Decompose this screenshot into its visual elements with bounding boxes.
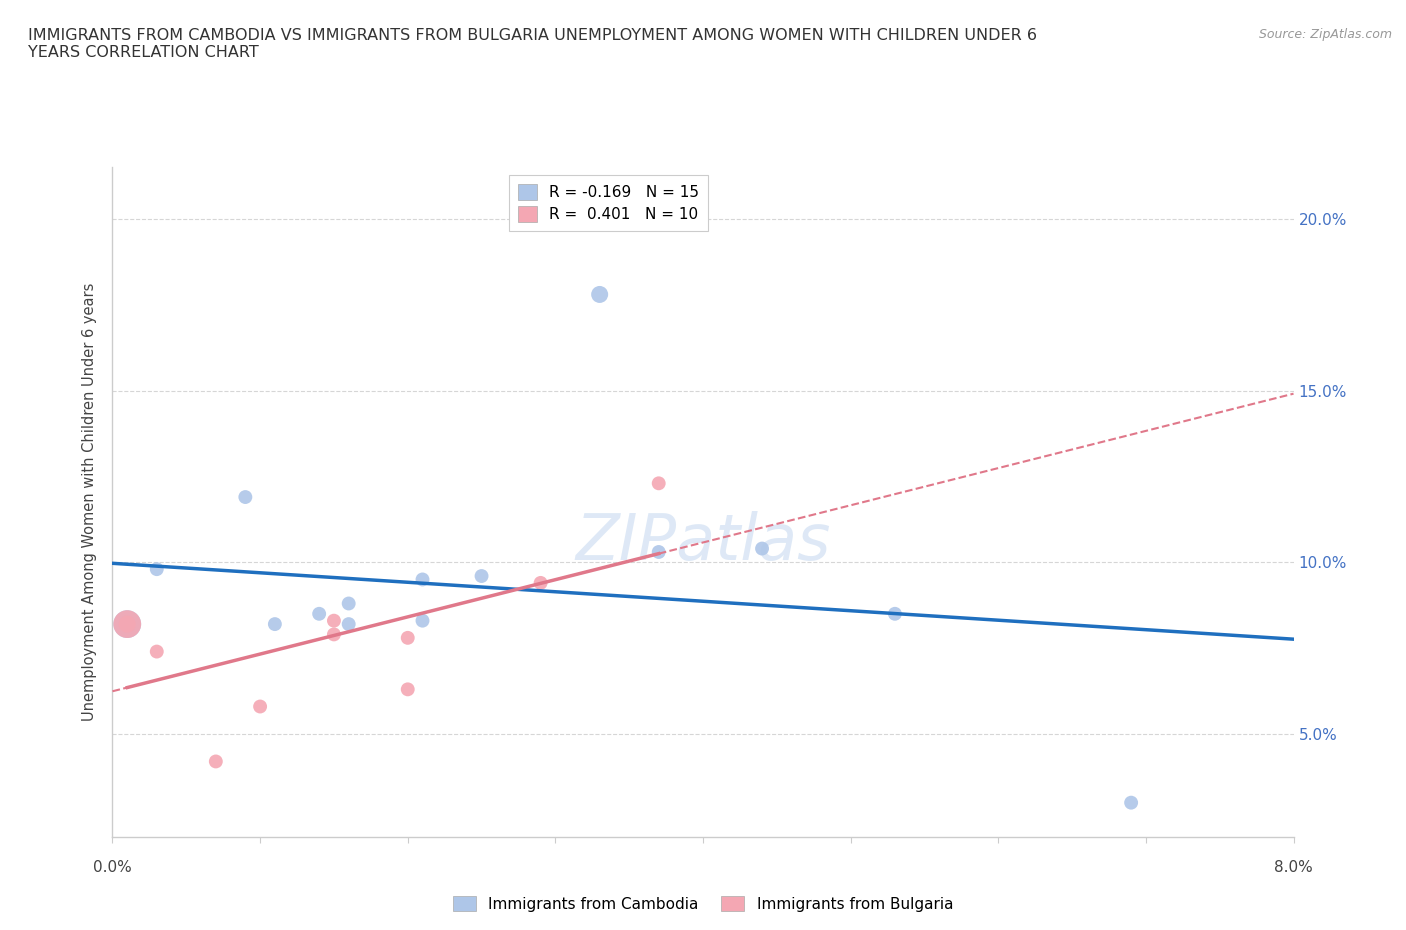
Point [337, 617, 360, 631]
Point [205, 754, 228, 769]
Text: 8.0%: 8.0% [1274, 860, 1313, 875]
Point [233, 489, 256, 504]
Y-axis label: Unemployment Among Women with Children Under 6 years: Unemployment Among Women with Children U… [82, 283, 97, 722]
Point [647, 545, 671, 560]
Point [117, 617, 138, 631]
Point [884, 606, 907, 621]
Point [751, 541, 773, 556]
Point [647, 476, 671, 491]
Point [249, 699, 271, 714]
Point [396, 631, 419, 645]
Text: ZIPatlas: ZIPatlas [575, 512, 831, 574]
Point [308, 606, 330, 621]
Point [412, 572, 434, 587]
Point [337, 596, 360, 611]
Legend: R = -0.169   N = 15, R =  0.401   N = 10: R = -0.169 N = 15, R = 0.401 N = 10 [509, 175, 709, 232]
Text: Source: ZipAtlas.com: Source: ZipAtlas.com [1258, 28, 1392, 41]
Point [117, 617, 138, 631]
Point [396, 682, 419, 697]
Point [1119, 795, 1142, 810]
Point [264, 617, 287, 631]
Point [323, 613, 346, 628]
Point [412, 613, 434, 628]
Point [146, 644, 169, 659]
Point [117, 617, 138, 631]
Text: 0.0%: 0.0% [93, 860, 132, 875]
Point [588, 287, 610, 302]
Point [323, 627, 346, 642]
Point [471, 568, 494, 583]
Legend: Immigrants from Cambodia, Immigrants from Bulgaria: Immigrants from Cambodia, Immigrants fro… [447, 889, 959, 918]
Point [117, 617, 138, 631]
Point [146, 562, 169, 577]
Point [529, 576, 551, 591]
Text: IMMIGRANTS FROM CAMBODIA VS IMMIGRANTS FROM BULGARIA UNEMPLOYMENT AMONG WOMEN WI: IMMIGRANTS FROM CAMBODIA VS IMMIGRANTS F… [28, 28, 1038, 60]
